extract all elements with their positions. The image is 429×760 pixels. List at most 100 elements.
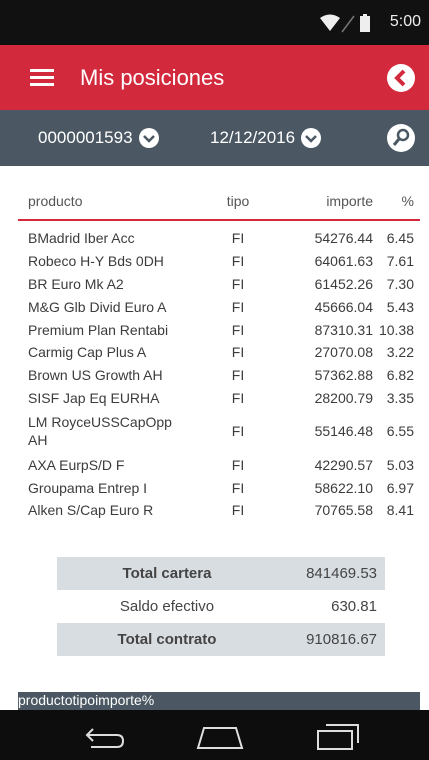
product-cell: Robeco H-Y Bds 0DH xyxy=(28,253,164,270)
table-row: BR Euro Mk A2 FI 61452.26 7.30 xyxy=(18,273,420,296)
account-number: 0000001593 xyxy=(38,128,133,147)
type-cell: FI xyxy=(231,479,245,496)
percent-cell: 6.45 xyxy=(386,230,414,247)
table-row: SISF Jap Eq EURHA FI 28200.79 3.35 xyxy=(18,387,420,410)
type-cell: FI xyxy=(231,423,245,440)
type-cell: FI xyxy=(231,456,245,473)
column-header: importe xyxy=(326,193,373,209)
totals-table: Total cartera 841469.53 Saldo efectivo 630.… xyxy=(57,557,385,656)
column-header: importe xyxy=(95,692,142,708)
percent-cell: 7.30 xyxy=(386,275,414,292)
totals-row: Saldo efectivo 630.81 xyxy=(57,590,385,623)
table-row: BMadrid Iber Acc FI 54276.44 6.45 xyxy=(18,227,420,250)
product-cell: Carmig Cap Plus A xyxy=(28,344,147,361)
percent-cell: 3.35 xyxy=(386,389,414,406)
product-cell: BMadrid Iber Acc xyxy=(28,230,135,247)
filter-bar: 0000001593 12/12/2016 xyxy=(0,110,429,166)
positions-table: BMadrid Iber Acc FI 54276.44 6.45 Robeco H-Y… xyxy=(18,227,420,522)
product-cell: Alken S/Cap Euro R xyxy=(28,502,154,519)
type-cell: FI xyxy=(231,502,245,519)
type-cell: FI xyxy=(231,321,245,338)
clock: 5:00 xyxy=(389,13,421,30)
status-icons xyxy=(320,14,370,33)
table-header: producto tipo importe% xyxy=(18,193,420,225)
table-row: Groupama Entrep I FI 58622.10 6.97 xyxy=(18,476,420,499)
product-cell: SISF Jap Eq EURHA xyxy=(28,389,160,406)
dropdown-icon xyxy=(301,128,322,148)
status-bar: 5:00 xyxy=(0,0,429,45)
app-bar: Mis posiciones xyxy=(0,45,429,110)
table-row: M&G Glb Divid Euro A FI 45666.04 5.43 xyxy=(18,295,420,318)
date: 12/12/2016 xyxy=(210,128,296,147)
navigation-bar xyxy=(0,710,429,760)
table-row: LM RoyceUSSCapOpp AH FI 55146.48 6.55 xyxy=(18,409,420,453)
amount-cell: 27070.08 xyxy=(314,344,373,361)
type-cell: FI xyxy=(231,275,245,292)
totals-label: Total contrato xyxy=(117,631,217,648)
table-row: Carmig Cap Plus A FI 27070.08 3.22 xyxy=(18,341,420,364)
type-cell: FI xyxy=(231,367,245,384)
percent-cell: 5.43 xyxy=(386,298,414,315)
percent-cell: 10.38 xyxy=(378,321,414,338)
column-header: tipo xyxy=(226,193,250,209)
percent-cell: 7.61 xyxy=(386,253,414,270)
type-cell: FI xyxy=(231,230,245,247)
amount-cell: 64061.63 xyxy=(314,253,373,270)
product-cell: Brown US Growth AH xyxy=(28,367,163,384)
percent-cell: 6.82 xyxy=(386,367,414,384)
product-cell: Premium Plan Rentabi xyxy=(28,321,169,338)
percent-cell: 6.97 xyxy=(386,479,414,496)
table-row: Robeco H-Y Bds 0DH FI 64061.63 7.61 xyxy=(18,250,420,273)
amount-cell: 45666.04 xyxy=(314,298,373,315)
column-header: % xyxy=(401,193,414,209)
product-cell: LM RoyceUSSCapOpp AH xyxy=(28,414,172,449)
type-cell: FI xyxy=(231,389,245,406)
table-row: Alken S/Cap Euro R FI 70765.58 8.41 xyxy=(18,499,420,522)
type-cell: FI xyxy=(231,253,245,270)
amount-cell: 55146.48 xyxy=(314,423,373,440)
back-button[interactable] xyxy=(386,63,416,93)
amount-cell: 87310.31 xyxy=(314,321,373,338)
header-divider xyxy=(18,219,420,221)
nav-home[interactable] xyxy=(196,724,244,750)
totals-value: 910816.67 xyxy=(306,631,377,648)
amount-cell: 42290.57 xyxy=(314,456,373,473)
account-selector[interactable]: 0000001593 xyxy=(38,128,159,148)
column-header: producto xyxy=(28,193,83,209)
amount-cell: 61452.26 xyxy=(314,275,373,292)
nav-back[interactable] xyxy=(85,725,125,749)
percent-cell: 3.22 xyxy=(386,344,414,361)
totals-row: Total cartera 841469.53 xyxy=(57,557,385,590)
search-button[interactable] xyxy=(386,123,416,153)
column-header: tipo xyxy=(72,692,96,708)
product-cell: BR Euro Mk A2 xyxy=(28,275,124,292)
amount-cell: 54276.44 xyxy=(314,230,373,247)
date-selector[interactable]: 12/12/2016 xyxy=(210,128,322,148)
menu-button[interactable] xyxy=(30,68,54,88)
amount-cell: 28200.79 xyxy=(314,389,373,406)
product-cell: AXA EurpS/D F xyxy=(28,456,125,473)
screen-title: Mis posiciones xyxy=(80,65,225,90)
amount-cell: 70765.58 xyxy=(314,502,373,519)
table-row: Brown US Growth AH FI 57362.88 6.82 xyxy=(18,364,420,387)
amount-cell: 58622.10 xyxy=(314,479,373,496)
type-cell: FI xyxy=(231,344,245,361)
column-header: % xyxy=(141,692,155,708)
percent-cell: 8.41 xyxy=(386,502,414,519)
percent-cell: 6.55 xyxy=(386,423,414,440)
amount-cell: 57362.88 xyxy=(314,367,373,384)
totals-value: 630.81 xyxy=(331,598,377,615)
type-cell: FI xyxy=(231,298,245,315)
dropdown-icon xyxy=(138,128,159,148)
table-row: AXA EurpS/D F FI 42290.57 5.03 xyxy=(18,453,420,476)
totals-value: 841469.53 xyxy=(306,565,377,582)
column-header: producto xyxy=(18,692,73,708)
totals-label: Saldo efectivo xyxy=(119,598,215,615)
totals-label: Total cartera xyxy=(122,565,212,582)
product-cell: Groupama Entrep I xyxy=(28,479,148,496)
product-cell: M&G Glb Divid Euro A xyxy=(28,298,167,315)
percent-cell: 5.03 xyxy=(386,456,414,473)
nav-recents[interactable] xyxy=(316,723,360,751)
table-row: Premium Plan Rentabi FI 87310.31 10.38 xyxy=(18,318,420,341)
